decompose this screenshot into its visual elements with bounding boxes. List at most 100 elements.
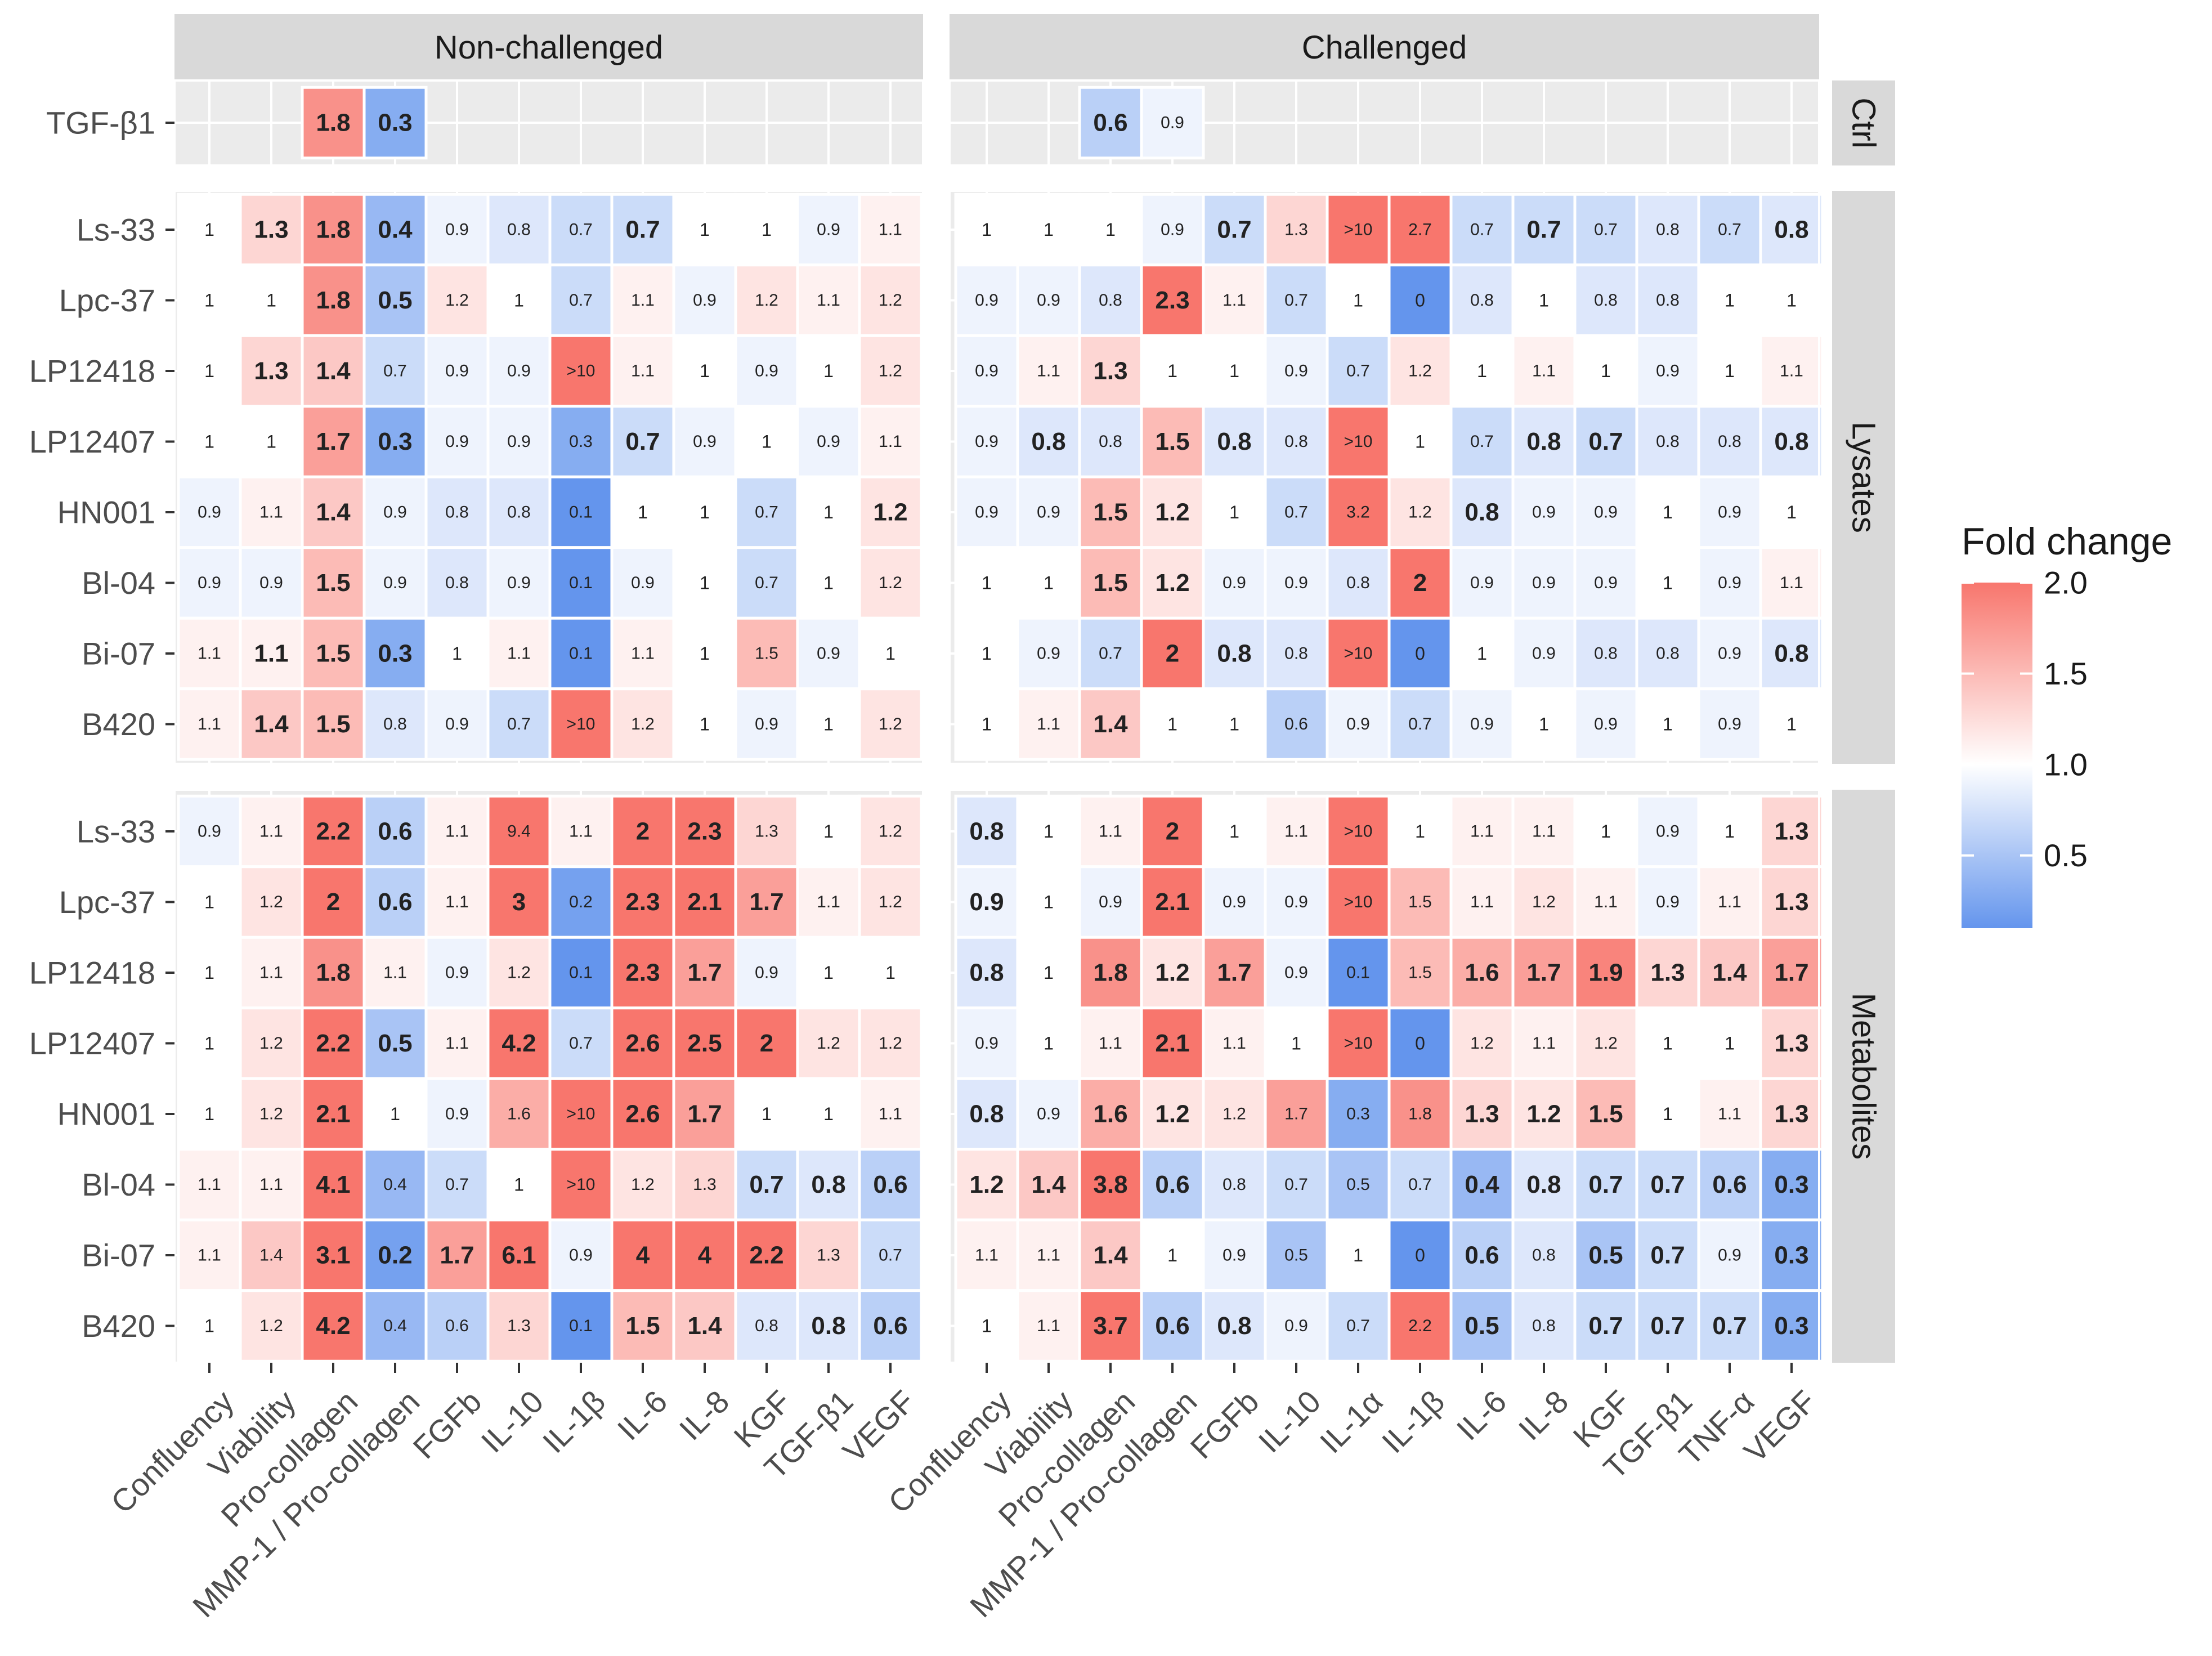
cell-value-label: 1.1 xyxy=(445,822,469,841)
cell-value-label: 1.1 xyxy=(259,964,283,982)
heatmap-cell xyxy=(734,1289,799,1363)
cell-value-label: 0.8 xyxy=(1099,291,1122,310)
cell-value-label: 2.6 xyxy=(625,1030,660,1057)
cell-value-label: 1.1 xyxy=(1780,574,1803,592)
legend-tick-label: 2.0 xyxy=(2044,565,2088,601)
cell-value-label: 1.2 xyxy=(1526,1100,1561,1128)
column-label-fgfb: FGFb xyxy=(1184,1384,1266,1466)
cell-value-label: 1 xyxy=(1229,361,1239,381)
cell-value-label: 4.2 xyxy=(501,1030,536,1057)
heatmap-cell xyxy=(1140,86,1205,160)
cell-value-label: 0.9 xyxy=(445,221,469,239)
heatmap-cell xyxy=(1759,1148,1824,1221)
heatmap-cell xyxy=(1202,1148,1267,1221)
cell-value-label: 1.1 xyxy=(1718,893,1741,911)
cell-value-label: 1.1 xyxy=(198,1175,221,1194)
cell-value-label: 1.7 xyxy=(316,428,350,455)
heatmap-cell xyxy=(1387,263,1453,337)
row-label-lpc-37: Lpc-37 xyxy=(59,884,155,920)
cell-value-label: 0.2 xyxy=(378,1242,412,1269)
cell-value-label: 0.6 xyxy=(1155,1312,1189,1340)
cell-value-label: 1 xyxy=(700,502,710,522)
cell-value-label: 1 xyxy=(700,643,710,664)
cell-value-label: 0.8 xyxy=(1774,428,1808,455)
cell-value-label: 1.8 xyxy=(316,109,350,137)
cell-value-label: 0.9 xyxy=(975,362,998,381)
cell-value-label: 0.8 xyxy=(1217,640,1251,668)
cell-value-label: 0.9 xyxy=(383,503,407,522)
cell-value-label: 0.9 xyxy=(975,432,998,451)
cell-value-label: 1.3 xyxy=(693,1175,717,1194)
column-label-il-8: IL-8 xyxy=(1512,1384,1575,1447)
cell-value-label: 2.1 xyxy=(316,1100,350,1128)
heatmap-cell xyxy=(610,1289,675,1363)
row-label-lp12418: LP12418 xyxy=(29,353,155,389)
heatmap-cell xyxy=(1140,865,1205,939)
cell-value-label: 1.1 xyxy=(631,645,655,663)
heatmap-cell xyxy=(301,334,366,408)
cell-value-label: 0.8 xyxy=(969,818,1004,845)
cell-value-label: 4 xyxy=(636,1242,650,1269)
cell-value-label: 1 xyxy=(1786,290,1797,311)
cell-value-label: 1.2 xyxy=(879,574,902,592)
heatmap-cell xyxy=(1697,263,1762,337)
heatmap-cell xyxy=(239,687,304,761)
row-label-b420: B420 xyxy=(82,706,155,742)
heatmap-cell xyxy=(1016,794,1081,869)
heatmap-cell xyxy=(424,616,490,691)
legend-colorbar xyxy=(1962,583,2032,928)
cell-value-label: 1.9 xyxy=(1588,959,1623,987)
heatmap-cell xyxy=(1078,865,1143,939)
cell-value-label: 1.3 xyxy=(254,216,288,244)
heatmap-cell xyxy=(954,546,1019,620)
cell-value-label: 2.1 xyxy=(1155,1030,1189,1057)
cell-value-label: 0.7 xyxy=(1594,221,1618,239)
cell-value-label: 0 xyxy=(1415,643,1425,664)
heatmap-cell xyxy=(1326,1077,1391,1151)
cell-value-label: 1.2 xyxy=(507,964,531,982)
cell-value-label: 0.7 xyxy=(1588,428,1623,455)
cell-value-label: 0.9 xyxy=(445,432,469,451)
heatmap-cell xyxy=(858,1218,923,1292)
heatmap-cell xyxy=(1511,616,1577,691)
heatmap-cell xyxy=(1264,1218,1329,1292)
cell-value-label: 0.8 xyxy=(1284,432,1308,451)
heatmap-cell xyxy=(486,1289,552,1363)
cell-value-label: 1 xyxy=(204,963,214,983)
cell-value-label: 1 xyxy=(1044,1033,1054,1054)
heatmap-cell xyxy=(1449,1148,1515,1221)
heatmap-cell xyxy=(1697,1289,1762,1363)
cell-value-label: 1.2 xyxy=(1532,893,1556,911)
cell-value-label: 0.8 xyxy=(1656,432,1680,451)
cell-value-label: 2.2 xyxy=(316,818,350,845)
heatmap-cell xyxy=(1697,475,1762,549)
cell-value-label: 1.1 xyxy=(569,822,593,841)
cell-value-label: 1.1 xyxy=(198,1246,221,1265)
heatmap-cell xyxy=(239,794,304,869)
cell-value-label: 2.1 xyxy=(1155,888,1189,916)
cell-value-label: >10 xyxy=(1344,221,1373,239)
cell-value-label: 0.9 xyxy=(1284,362,1308,381)
cell-value-label: 0.9 xyxy=(1594,715,1618,733)
heatmap-cell xyxy=(1759,616,1824,691)
column-label-il-1: IL-1β xyxy=(536,1384,612,1460)
heatmap-cell xyxy=(610,1148,675,1221)
heatmap-cell xyxy=(1759,794,1824,869)
cell-value-label: 1.7 xyxy=(1526,959,1561,987)
heatmap-cell xyxy=(672,1289,737,1363)
cell-value-label: 0.1 xyxy=(1346,964,1370,982)
cell-value-label: 1.1 xyxy=(817,291,840,310)
cell-value-label: 1.8 xyxy=(316,287,350,314)
cell-value-label: 0.9 xyxy=(975,503,998,522)
strip-metabolites xyxy=(1832,790,1895,1363)
cell-value-label: 0.8 xyxy=(1774,640,1808,668)
row-label-bl-04: Bl-04 xyxy=(82,565,155,601)
cell-value-label: 1.2 xyxy=(259,1105,283,1124)
cell-value-label: 1.5 xyxy=(1093,499,1127,526)
cell-value-label: 0.7 xyxy=(1284,503,1308,522)
cell-value-label: 0.7 xyxy=(383,362,407,381)
heatmap-cell xyxy=(486,1218,552,1292)
cell-value-label: 0.9 xyxy=(1656,822,1680,841)
cell-value-label: 1.8 xyxy=(316,959,350,987)
heatmap-cell xyxy=(1449,687,1515,761)
